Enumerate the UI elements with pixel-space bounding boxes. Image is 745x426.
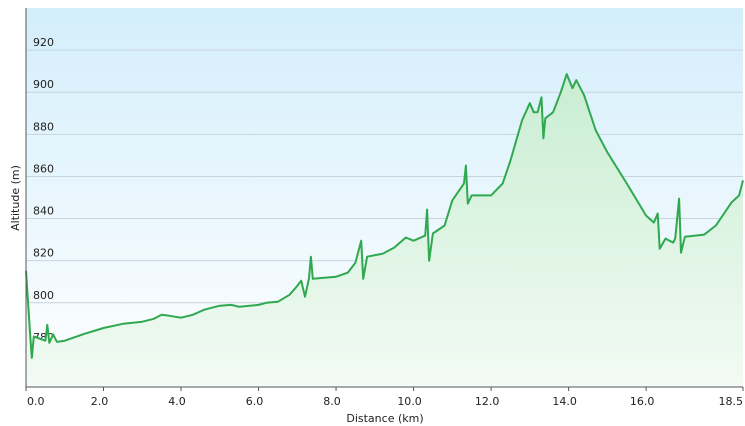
elevation-area bbox=[26, 74, 743, 387]
x-tick-label: 0.0 bbox=[27, 395, 45, 408]
x-tick-label: 18.5 bbox=[719, 395, 744, 408]
y-tick-label: 860 bbox=[33, 162, 54, 175]
y-tick-label: 900 bbox=[33, 78, 54, 91]
x-tick-label: 2.0 bbox=[91, 395, 109, 408]
x-tick-label: 16.0 bbox=[630, 395, 655, 408]
y-tick-label: 800 bbox=[33, 289, 54, 302]
y-tick-label: 880 bbox=[33, 120, 54, 133]
y-axis-label: Altitude (m) bbox=[9, 165, 22, 231]
y-tick-label: 840 bbox=[33, 205, 54, 218]
x-tick-label: 14.0 bbox=[552, 395, 577, 408]
x-tick-label: 4.0 bbox=[168, 395, 186, 408]
y-tick-label: 920 bbox=[33, 36, 54, 49]
elevation-line bbox=[25, 73, 744, 359]
x-tick-label: 12.0 bbox=[475, 395, 500, 408]
x-axis-label: Distance (km) bbox=[346, 412, 423, 425]
x-tick-label: 6.0 bbox=[246, 395, 264, 408]
y-tick-label: 820 bbox=[33, 247, 54, 260]
x-tick-label: 10.0 bbox=[397, 395, 422, 408]
x-tick-label: 8.0 bbox=[323, 395, 341, 408]
